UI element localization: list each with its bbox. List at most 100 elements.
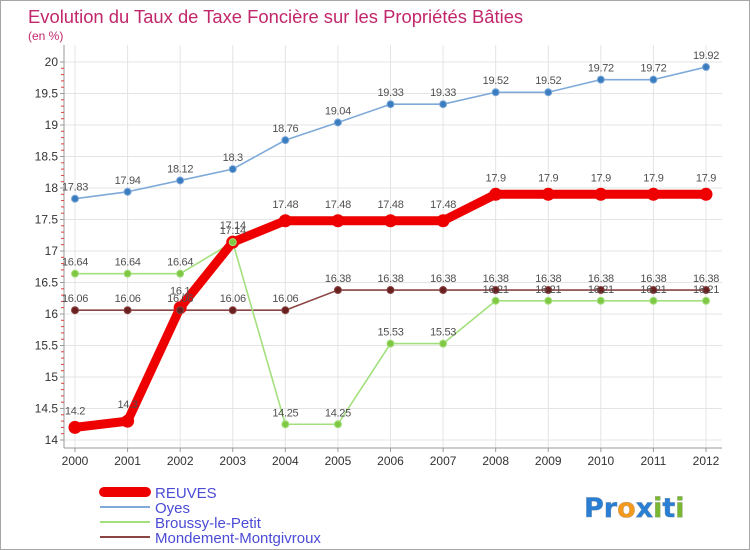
data-label: 17.14 <box>220 225 246 237</box>
data-label: 17.48 <box>377 199 403 211</box>
data-label: 16.64 <box>167 257 193 269</box>
data-label: 16.21 <box>588 284 614 296</box>
data-point <box>596 75 605 84</box>
data-point <box>121 414 135 428</box>
data-labels: 14.2 14.3 16.1 17.14 17.48 17.48 17.48 17.48 17.… <box>62 50 720 419</box>
data-point <box>544 286 553 295</box>
data-label: 19.33 <box>377 87 403 99</box>
y-tick-label: 18.5 <box>35 150 59 164</box>
data-point <box>386 339 395 348</box>
y-tick-label: 17.5 <box>35 213 59 227</box>
data-label: 15.53 <box>430 327 456 339</box>
x-tick-label: 2011 <box>641 454 667 468</box>
data-point <box>491 296 500 305</box>
x-tick-label: 2008 <box>482 454 509 468</box>
data-point <box>436 214 450 228</box>
data-point <box>702 286 710 295</box>
data-label: 16.38 <box>588 273 614 285</box>
x-tick-label: 2002 <box>167 454 194 468</box>
data-label: 14.25 <box>272 407 298 419</box>
data-label: 17.83 <box>62 182 88 194</box>
data-point <box>228 238 237 247</box>
legend-item-mondement-montgivroux: Mondement-Montgivroux <box>100 530 321 547</box>
logo-letter: r <box>604 493 618 524</box>
data-point <box>228 306 237 315</box>
y-tick-label: 19 <box>45 118 59 132</box>
data-point <box>649 296 658 305</box>
data-point <box>702 296 710 305</box>
data-label: 17.48 <box>430 199 456 211</box>
data-point <box>489 187 503 201</box>
data-label: 16.06 <box>220 293 246 305</box>
data-label: 18.76 <box>272 123 298 135</box>
y-unit-label: (en %) <box>28 29 63 43</box>
y-tick-label: 15.5 <box>35 339 59 353</box>
y-tick-label: 19.5 <box>35 87 59 101</box>
y-tick-label: 17 <box>45 244 59 258</box>
data-point <box>331 214 345 228</box>
data-point <box>68 420 82 434</box>
data-point <box>649 75 658 84</box>
data-label: 17.9 <box>486 172 506 184</box>
logo-letter: o <box>617 493 636 524</box>
data-point <box>649 286 658 295</box>
grid <box>64 45 722 448</box>
data-point <box>71 269 79 278</box>
data-point <box>176 306 185 315</box>
data-point <box>228 165 237 174</box>
legend: REUVES Oyes Broussy-le-Petit Mondement-M… <box>99 485 321 547</box>
data-point <box>123 187 132 196</box>
data-point <box>333 118 342 127</box>
data-label: 14.2 <box>65 405 85 417</box>
data-point <box>176 269 185 278</box>
legend-item-reuves: REUVES <box>99 485 217 502</box>
y-tick-label: 18 <box>45 181 59 195</box>
y-tick-label: 16.5 <box>35 276 59 290</box>
logo-letter: t <box>662 493 675 524</box>
logo-letter: i <box>653 493 662 524</box>
data-point <box>544 296 553 305</box>
data-point <box>281 306 290 315</box>
data-point <box>596 296 605 305</box>
data-point <box>123 269 132 278</box>
data-label: 16.1 <box>170 286 190 298</box>
data-label: 19.52 <box>535 75 561 87</box>
logo-letter: P <box>584 493 604 524</box>
data-point <box>123 306 132 315</box>
data-label: 16.38 <box>430 273 456 285</box>
data-label: 16.21 <box>640 284 666 296</box>
data-label: 16.06 <box>272 293 298 305</box>
data-label: 16.38 <box>325 273 351 285</box>
data-label: 19.04 <box>325 105 351 117</box>
x-tick-label: 2004 <box>272 454 299 468</box>
data-point <box>541 187 555 201</box>
legend-item-broussy-le-petit: Broussy-le-Petit <box>100 515 262 532</box>
data-point <box>386 100 395 109</box>
x-tick-label: 2000 <box>62 454 89 468</box>
data-point <box>71 194 79 203</box>
data-label: 16.21 <box>535 284 561 296</box>
data-label: 16.38 <box>693 273 719 285</box>
data-label: 16.38 <box>535 273 561 285</box>
data-label: 16.21 <box>693 284 719 296</box>
data-point <box>596 286 605 295</box>
data-label: 18.3 <box>223 152 243 164</box>
data-point <box>386 286 395 295</box>
x-tick-label: 2001 <box>114 454 141 468</box>
data-point <box>439 286 448 295</box>
chart-title: Evolution du Taux de Taxe Foncière sur l… <box>28 6 523 27</box>
data-label: 14.3 <box>117 399 137 411</box>
data-point <box>646 187 660 201</box>
data-label: 17.48 <box>272 199 298 211</box>
data-label: 16.64 <box>115 257 141 269</box>
logo-letter: x <box>636 493 653 524</box>
legend-label-oyes: Oyes <box>155 500 190 517</box>
data-point <box>281 420 290 429</box>
y-tick-label: 20 <box>45 55 59 69</box>
legend-item-oyes: Oyes <box>100 500 190 517</box>
data-label: 16.38 <box>640 273 666 285</box>
data-label: 17.9 <box>591 172 611 184</box>
data-label: 17.9 <box>643 172 663 184</box>
